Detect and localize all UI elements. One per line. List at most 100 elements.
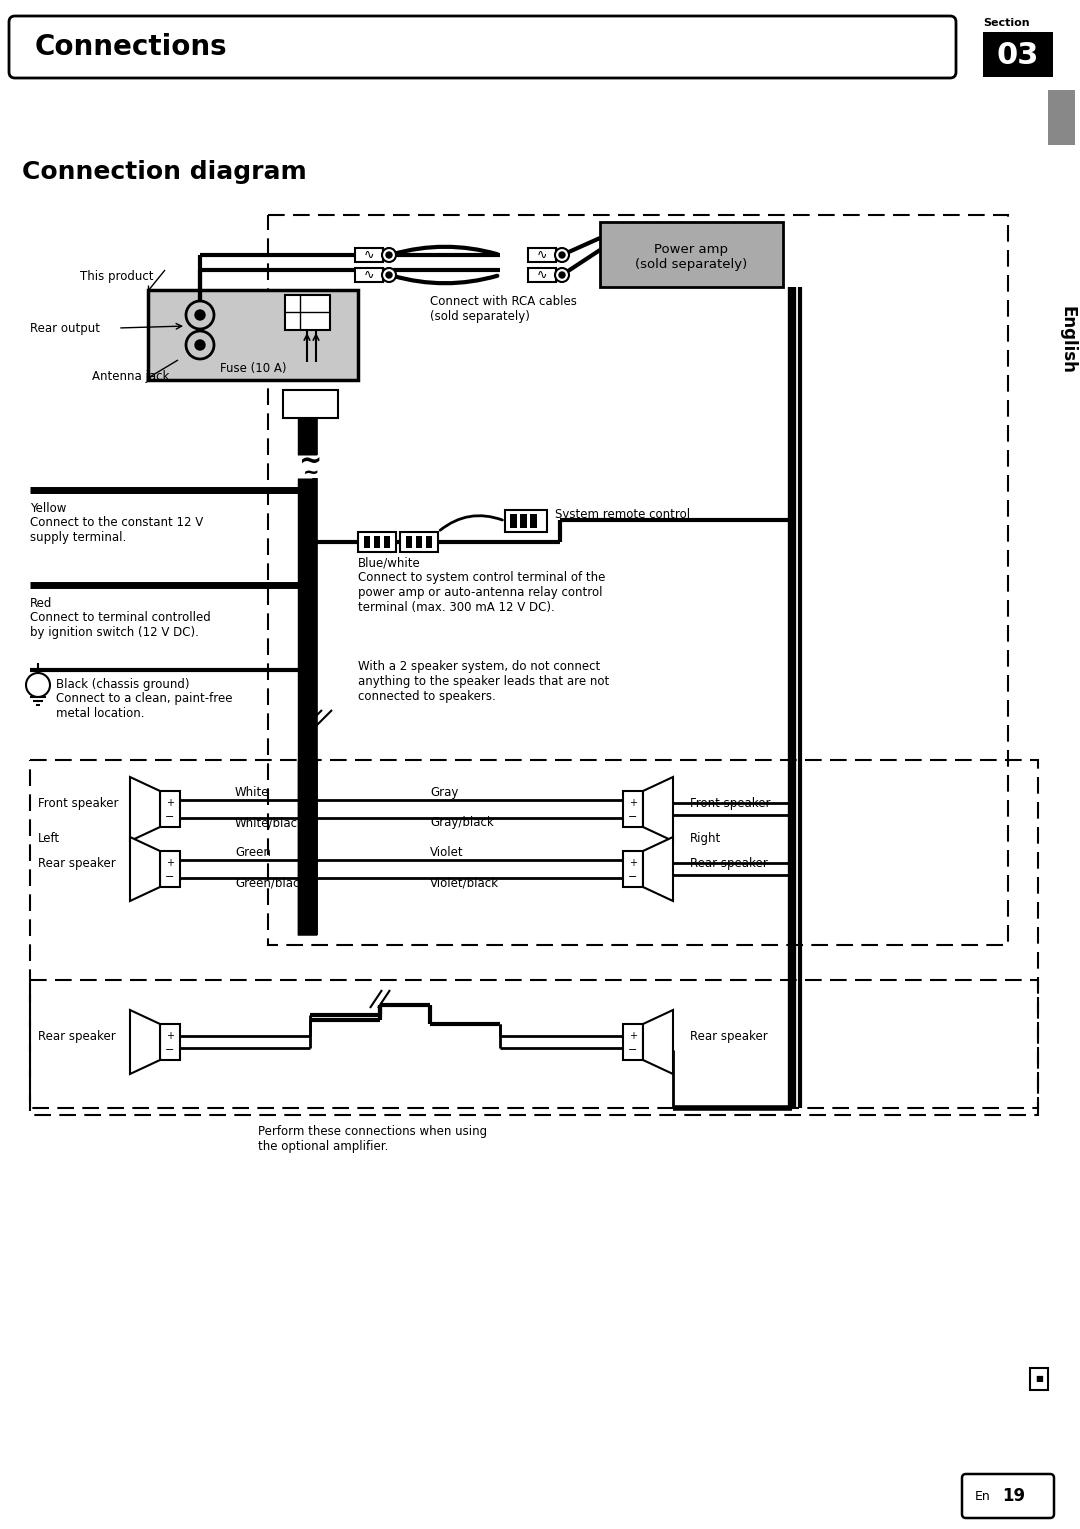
Text: Rear speaker: Rear speaker <box>38 856 116 870</box>
Bar <box>416 537 422 547</box>
Circle shape <box>386 272 392 278</box>
Bar <box>1030 1368 1048 1390</box>
Bar <box>357 532 396 552</box>
Bar <box>160 852 180 887</box>
FancyBboxPatch shape <box>9 15 956 78</box>
Bar <box>530 514 537 528</box>
Text: +: + <box>166 858 174 868</box>
Circle shape <box>382 248 396 261</box>
Bar <box>528 268 556 281</box>
Text: Violet/black: Violet/black <box>430 876 499 888</box>
Text: ∿: ∿ <box>364 269 375 281</box>
Text: ~: ~ <box>302 462 320 482</box>
Text: −: − <box>629 1044 637 1055</box>
Text: Connect to a clean, paint-free
metal location.: Connect to a clean, paint-free metal loc… <box>56 693 232 720</box>
Text: Connect with RCA cables
(sold separately): Connect with RCA cables (sold separately… <box>430 295 577 323</box>
Circle shape <box>186 330 214 359</box>
Circle shape <box>195 310 205 320</box>
Bar <box>1048 90 1075 145</box>
Bar <box>355 248 383 261</box>
Bar <box>283 390 338 417</box>
Circle shape <box>559 272 565 278</box>
Bar <box>528 248 556 261</box>
Circle shape <box>559 252 565 258</box>
Circle shape <box>382 268 396 281</box>
Text: Fuse (10 A): Fuse (10 A) <box>220 362 286 375</box>
Bar <box>505 511 546 532</box>
Text: Rear speaker: Rear speaker <box>690 1031 768 1043</box>
Text: +: + <box>629 858 637 868</box>
Text: ∿: ∿ <box>537 269 548 281</box>
Bar <box>623 1024 643 1060</box>
Text: Green/black: Green/black <box>235 876 307 888</box>
Circle shape <box>386 252 392 258</box>
Text: ∿: ∿ <box>364 249 375 261</box>
Text: Green: Green <box>235 846 271 859</box>
Text: Front speaker: Front speaker <box>690 797 770 810</box>
Text: Rear output: Rear output <box>30 323 100 335</box>
Text: Power amp
(sold separately): Power amp (sold separately) <box>635 243 747 271</box>
Text: Left: Left <box>38 832 60 846</box>
Bar <box>623 790 643 827</box>
Text: Connections: Connections <box>35 34 228 61</box>
Text: En: En <box>975 1489 990 1503</box>
Bar <box>600 222 783 287</box>
Polygon shape <box>643 836 673 901</box>
Text: Perform these connections when using
the optional amplifier.: Perform these connections when using the… <box>258 1125 487 1153</box>
Text: Connection diagram: Connection diagram <box>22 161 307 183</box>
Circle shape <box>195 339 205 350</box>
Circle shape <box>555 248 569 261</box>
Text: Connect to the constant 12 V
supply terminal.: Connect to the constant 12 V supply term… <box>30 515 203 544</box>
Bar <box>623 852 643 887</box>
Text: ~: ~ <box>299 448 323 476</box>
Text: −: − <box>165 1044 175 1055</box>
Polygon shape <box>130 1011 160 1073</box>
Text: English: English <box>1058 306 1076 375</box>
Text: Red: Red <box>30 596 52 610</box>
Circle shape <box>555 268 569 281</box>
Text: Black (chassis ground): Black (chassis ground) <box>56 677 189 691</box>
Text: +: + <box>629 1031 637 1041</box>
Text: −: − <box>629 812 637 823</box>
Text: Rear speaker: Rear speaker <box>38 1031 116 1043</box>
Text: ■: ■ <box>1035 1375 1043 1384</box>
Text: −: − <box>629 872 637 882</box>
Text: Right: Right <box>690 832 721 846</box>
Text: ∿: ∿ <box>537 249 548 261</box>
Bar <box>374 537 380 547</box>
Text: Connect to system control terminal of the
power amp or auto-antenna relay contro: Connect to system control terminal of th… <box>357 570 606 615</box>
Text: White: White <box>235 786 270 800</box>
Bar <box>519 514 527 528</box>
Polygon shape <box>130 777 160 841</box>
Text: +: + <box>629 798 637 807</box>
Text: Yellow: Yellow <box>30 502 66 515</box>
Bar <box>406 537 411 547</box>
Bar <box>510 514 517 528</box>
Bar <box>355 268 383 281</box>
Bar <box>983 32 1053 76</box>
Bar <box>30 760 1038 1115</box>
Text: White/black: White/black <box>235 816 305 829</box>
Bar <box>30 980 1038 1109</box>
Text: Antenna jack: Antenna jack <box>92 370 170 382</box>
Text: Connect to terminal controlled
by ignition switch (12 V DC).: Connect to terminal controlled by igniti… <box>30 612 211 639</box>
Bar <box>384 537 390 547</box>
Bar <box>160 1024 180 1060</box>
Bar <box>400 532 438 552</box>
Bar <box>285 295 330 330</box>
Bar <box>426 537 432 547</box>
Text: Blue/white: Blue/white <box>357 557 421 570</box>
Circle shape <box>186 301 214 329</box>
Text: Section: Section <box>983 18 1029 28</box>
Bar <box>148 291 357 381</box>
Bar <box>268 216 1008 945</box>
Text: This product: This product <box>80 271 153 283</box>
Text: +: + <box>166 1031 174 1041</box>
Text: Front speaker: Front speaker <box>38 797 119 810</box>
Text: −: − <box>165 812 175 823</box>
Text: −: − <box>165 872 175 882</box>
Text: With a 2 speaker system, do not connect
anything to the speaker leads that are n: With a 2 speaker system, do not connect … <box>357 661 609 703</box>
Text: Rear speaker: Rear speaker <box>690 856 768 870</box>
Text: Gray: Gray <box>430 786 458 800</box>
FancyBboxPatch shape <box>962 1474 1054 1518</box>
